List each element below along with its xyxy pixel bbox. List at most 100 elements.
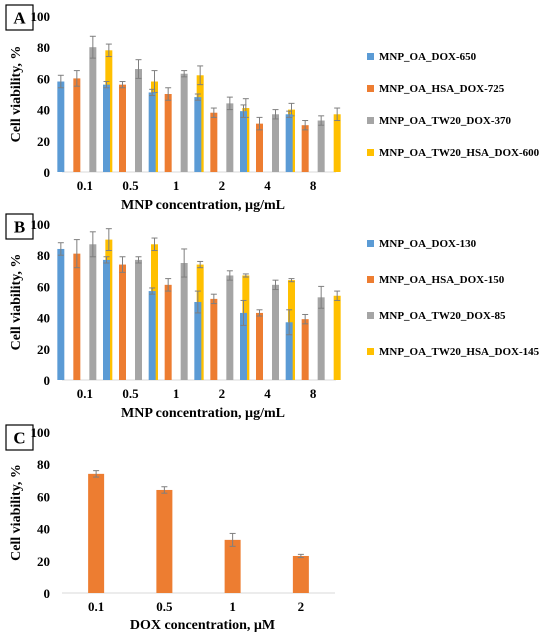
bar (89, 47, 97, 173)
bar (103, 259, 110, 380)
bar (89, 244, 97, 380)
legend-label: MNP_OA_TW20_DOX-85 (379, 310, 506, 322)
bar (226, 275, 234, 380)
y-tick-label: 40 (37, 103, 50, 118)
bar (148, 291, 156, 380)
bar (272, 284, 279, 380)
bar (301, 319, 309, 380)
y-axis-label: Cell viability, % (9, 254, 24, 351)
bar (292, 555, 309, 593)
bar (135, 69, 142, 172)
x-tick-label: 0.1 (77, 178, 93, 193)
legend-label: MNP_OA_TW20_DOX-370 (379, 115, 511, 127)
bar (119, 84, 126, 172)
bar (210, 112, 218, 172)
panel-c: C 0 20 40 60 80 100 0.1 0.5 1 2 DOX concentration, … (5, 424, 335, 633)
y-tick-label: 100 (31, 9, 51, 24)
legend-label: MNP_OA_DOX-650 (379, 51, 477, 63)
panel-letter-box (5, 424, 34, 451)
bar (119, 264, 126, 380)
x-tick-label: 1 (173, 386, 180, 401)
legend-label: MNP_OA_HSA_DOX-150 (379, 274, 505, 286)
x-tick-label: 1 (173, 178, 180, 193)
legend-label: MNP_OA_TW20_HSA_DOX-600 (379, 147, 540, 159)
y-tick-label: 100 (31, 217, 51, 232)
panel-a: A 0 20 40 60 80 100 0.1 0.5 1 2 4 8 MNP concentration… (5, 4, 540, 213)
bar (164, 284, 172, 380)
legend-swatch (367, 85, 374, 92)
bar (256, 123, 263, 172)
panel-letter: B (14, 218, 25, 237)
y-axis-label: Cell viability, % (9, 464, 24, 561)
x-tick-label: 8 (310, 178, 317, 193)
bar (194, 302, 202, 380)
bar (272, 114, 279, 172)
x-tick-label: 1 (229, 599, 236, 614)
legend-label: MNP_OA_TW20_HSA_DOX-145 (379, 346, 540, 358)
legend-swatch (367, 348, 374, 355)
bar (103, 84, 110, 172)
bar (194, 97, 202, 172)
y-tick-label: 60 (37, 489, 50, 504)
bar (317, 120, 325, 172)
legend-swatch (367, 53, 374, 60)
legend-swatch (367, 276, 374, 283)
bar (156, 489, 173, 593)
bar (57, 81, 65, 172)
bar (333, 295, 341, 380)
x-axis-label: MNP concentration, µg/mL (121, 406, 285, 421)
x-tick-label: 4 (264, 386, 271, 401)
y-tick-label: 0 (44, 165, 51, 180)
y-axis-label: Cell viability, % (9, 46, 24, 143)
legend-swatch (367, 240, 374, 247)
panel-letter-box (5, 4, 34, 31)
y-tick-label: 0 (44, 373, 51, 388)
y-tick-label: 20 (37, 134, 50, 149)
y-tick-label: 20 (37, 342, 50, 357)
bar (285, 114, 293, 172)
x-tick-label: 2 (219, 386, 226, 401)
legend-swatch (367, 117, 374, 124)
bar (301, 125, 309, 172)
x-tick-label: 2 (219, 178, 226, 193)
y-tick-label: 80 (37, 457, 50, 472)
x-tick-label: 0.5 (122, 386, 139, 401)
legend-label: MNP_OA_HSA_DOX-725 (379, 83, 505, 95)
bar (135, 259, 142, 380)
bar (210, 298, 218, 380)
x-axis-label: MNP concentration, µg/mL (121, 198, 285, 213)
x-tick-label: 0.1 (77, 386, 93, 401)
x-tick-label: 0.5 (156, 599, 173, 614)
bar (164, 94, 172, 172)
panel-letter-box (5, 213, 34, 240)
bar (317, 297, 325, 380)
panel-b: B 0 20 40 60 80 100 0.1 0.5 1 2 4 8 MNP concentration… (5, 213, 540, 421)
panel-letter: A (13, 9, 26, 28)
bar (57, 248, 65, 380)
bar (256, 312, 263, 380)
bar (148, 92, 156, 172)
bar (240, 312, 247, 380)
y-tick-label: 80 (37, 40, 50, 55)
x-tick-label: 0.5 (122, 178, 139, 193)
bar (180, 73, 188, 172)
legend-label: MNP_OA_DOX-130 (379, 238, 477, 250)
legend-swatch (367, 312, 374, 319)
bar (88, 473, 105, 593)
bar (240, 111, 247, 172)
y-tick-label: 60 (37, 279, 50, 294)
legend-swatch (367, 149, 374, 156)
y-tick-label: 80 (37, 248, 50, 263)
y-tick-label: 40 (37, 522, 50, 537)
x-tick-label: 4 (264, 178, 271, 193)
x-axis-label: DOX concentration, µM (130, 618, 275, 633)
panel-letter: C (13, 429, 25, 448)
y-tick-label: 40 (37, 311, 50, 326)
y-tick-label: 20 (37, 554, 50, 569)
bar (224, 539, 241, 593)
bar (285, 322, 293, 380)
bar (73, 78, 81, 172)
y-tick-label: 60 (37, 71, 50, 86)
x-tick-label: 2 (298, 599, 305, 614)
